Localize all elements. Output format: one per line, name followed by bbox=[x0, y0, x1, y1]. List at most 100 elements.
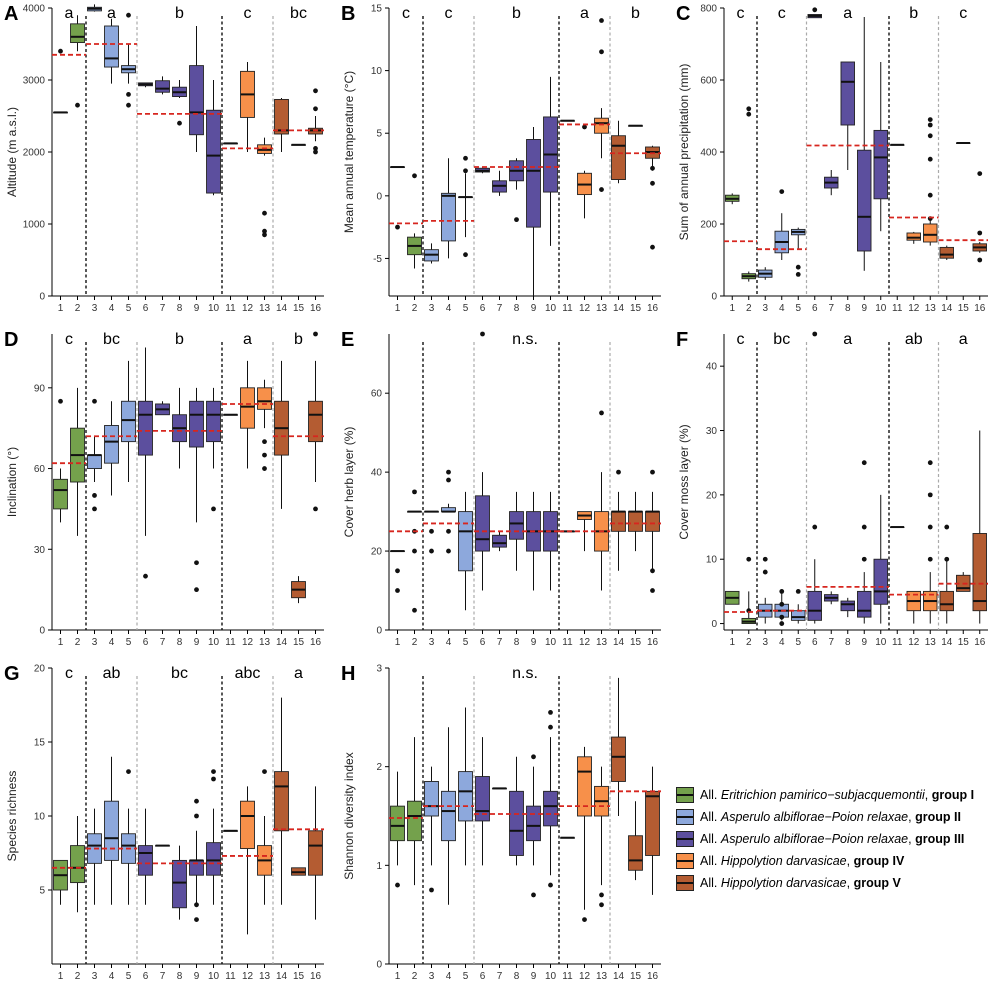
box-16 bbox=[308, 786, 323, 920]
legend-label: All. Hippolytion darvasicae, group IV bbox=[700, 854, 904, 868]
box-body bbox=[257, 387, 272, 410]
outlier-point bbox=[262, 769, 267, 774]
box-10 bbox=[543, 710, 558, 888]
box-9 bbox=[526, 754, 541, 898]
y-tick-label: 400 bbox=[700, 148, 717, 159]
x-tick-label: 13 bbox=[259, 971, 271, 982]
x-tick-label: 4 bbox=[109, 971, 115, 982]
outlier-point bbox=[463, 252, 468, 258]
box-15 bbox=[291, 576, 306, 604]
x-tick-label: 8 bbox=[845, 637, 851, 648]
legend-group-name: group V bbox=[853, 876, 901, 890]
box-7 bbox=[824, 170, 839, 196]
x-tick-label: 14 bbox=[613, 637, 625, 648]
x-tick-label: 3 bbox=[92, 971, 98, 982]
y-tick-label: 30 bbox=[706, 426, 718, 437]
outlier-point bbox=[58, 398, 63, 404]
box-11 bbox=[223, 829, 238, 832]
box-5 bbox=[121, 12, 136, 108]
x-tick-label: 1 bbox=[395, 637, 401, 648]
x-tick-label: 11 bbox=[562, 971, 573, 982]
x-tick-label: 13 bbox=[259, 637, 271, 648]
legend-prefix: All. bbox=[700, 810, 718, 824]
outlier-point bbox=[446, 548, 451, 554]
group-letter: c bbox=[65, 665, 73, 682]
box-5 bbox=[458, 491, 473, 611]
box-7 bbox=[155, 844, 170, 847]
group-letter: a bbox=[294, 665, 303, 682]
y-tick-label: 1 bbox=[376, 861, 382, 872]
outlier-point bbox=[650, 568, 655, 574]
box-15 bbox=[628, 491, 643, 552]
box-body bbox=[526, 139, 541, 228]
x-tick-label: 14 bbox=[941, 637, 953, 648]
x-tick-label: 16 bbox=[974, 303, 986, 314]
box-body bbox=[104, 800, 119, 861]
outlier-point bbox=[177, 120, 182, 126]
outlier-point bbox=[599, 410, 604, 416]
x-tick-label: 5 bbox=[126, 303, 132, 314]
outlier-point bbox=[977, 171, 983, 177]
box-1 bbox=[390, 166, 405, 230]
y-tick-label: 3000 bbox=[23, 76, 46, 87]
y-axis-label: Inclination (°) bbox=[5, 447, 19, 517]
y-tick-label: 20 bbox=[706, 490, 718, 501]
y-tick-label: 0 bbox=[376, 626, 382, 637]
x-tick-label: 14 bbox=[276, 303, 288, 314]
box-10 bbox=[206, 80, 221, 196]
outlier-point bbox=[211, 776, 216, 782]
group-letter: c bbox=[402, 5, 410, 22]
legend-label: All. Hippolytion darvasicae, group V bbox=[700, 876, 901, 890]
group-letter: b bbox=[175, 331, 184, 348]
x-tick-label: 10 bbox=[208, 971, 220, 982]
outlier-point bbox=[514, 217, 519, 223]
outlier-point bbox=[779, 189, 785, 195]
box-15 bbox=[291, 867, 306, 876]
x-tick-label: 1 bbox=[729, 303, 735, 314]
group-letter: ab bbox=[103, 665, 121, 682]
x-tick-label: 8 bbox=[514, 971, 520, 982]
y-tick-label: 15 bbox=[34, 738, 46, 749]
x-tick-label: 7 bbox=[828, 303, 834, 314]
box-16 bbox=[972, 430, 987, 624]
legend-entry: All. Asperulo albiflorae−Poion relaxae, … bbox=[676, 806, 998, 828]
y-tick-label: 800 bbox=[700, 4, 717, 15]
outlier-point bbox=[650, 180, 655, 186]
outlier-point bbox=[412, 173, 417, 179]
y-tick-label: 0 bbox=[376, 960, 382, 971]
x-tick-label: 1 bbox=[58, 971, 64, 982]
outlier-point bbox=[446, 477, 451, 483]
outlier-point bbox=[582, 917, 587, 922]
box-body bbox=[628, 511, 643, 532]
box-6 bbox=[475, 737, 490, 866]
box-11 bbox=[890, 526, 905, 529]
panel-letter: A bbox=[4, 3, 18, 25]
outlier-point bbox=[313, 506, 318, 512]
box-3 bbox=[87, 4, 102, 12]
box-13 bbox=[257, 137, 272, 238]
box-5 bbox=[121, 360, 136, 482]
box-13 bbox=[594, 410, 609, 591]
outlier-point bbox=[927, 156, 933, 162]
x-tick-label: 9 bbox=[194, 637, 200, 648]
group-letter: b bbox=[175, 5, 184, 22]
x-tick-label: 16 bbox=[647, 303, 659, 314]
box-7 bbox=[492, 787, 507, 790]
legend-entry: All. Eritrichion pamirico−subjacquemonti… bbox=[676, 784, 998, 806]
box-body bbox=[939, 246, 954, 259]
box-15 bbox=[628, 801, 643, 881]
box-9 bbox=[189, 798, 204, 922]
box-12 bbox=[577, 511, 592, 552]
box-11 bbox=[890, 143, 905, 146]
outlier-point bbox=[194, 587, 199, 593]
outlier-point bbox=[211, 769, 216, 774]
x-tick-label: 12 bbox=[908, 637, 920, 648]
x-tick-label: 14 bbox=[276, 971, 288, 982]
legend-swatch bbox=[676, 853, 694, 869]
outlier-point bbox=[446, 528, 451, 534]
box-2 bbox=[407, 489, 422, 613]
group-letter: c bbox=[737, 5, 745, 22]
legend-group-name: group III bbox=[915, 832, 965, 846]
